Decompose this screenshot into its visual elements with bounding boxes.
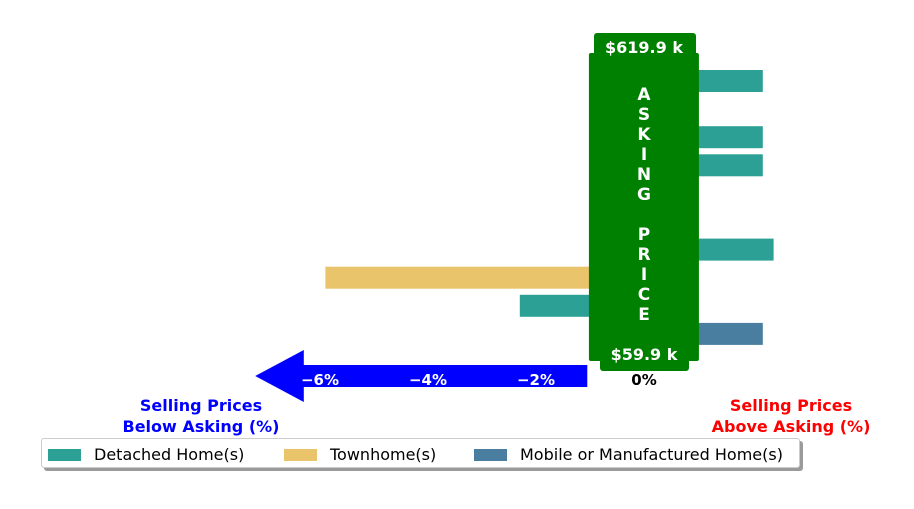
top-price-box xyxy=(594,33,696,61)
asking-price-letter: R xyxy=(637,245,650,265)
legend-label-mobile: Mobile or Manufactured Home(s) xyxy=(520,445,783,464)
asking-price-letter: A xyxy=(637,85,651,105)
asking-price-letter: I xyxy=(641,145,647,165)
legend-item-townhome: Townhome(s) xyxy=(284,445,436,464)
x-tick-label: −4% xyxy=(409,371,447,389)
bar-townhome-s--7 xyxy=(325,266,644,289)
below-asking-label: Selling Prices xyxy=(140,396,262,415)
legend-label-detached: Detached Home(s) xyxy=(94,445,245,464)
legend: Detached Home(s) Townhome(s) Mobile or M… xyxy=(41,438,800,468)
side-labels: Selling Prices Below Asking (%) Selling Pr… xyxy=(123,396,871,436)
below-asking-arrow xyxy=(255,350,588,402)
below-asking-arrow-shape xyxy=(255,350,588,402)
above-asking-label: Selling Prices xyxy=(730,396,852,415)
asking-price-letter: E xyxy=(638,305,650,325)
asking-price-panel-body xyxy=(588,53,699,361)
x-tick-label: −6% xyxy=(301,371,339,389)
asking-price-letter: P xyxy=(638,225,650,245)
asking-price-letter: N xyxy=(637,165,651,185)
bottom-price-label: $59.9 k xyxy=(611,345,678,364)
x-tick-label: −2% xyxy=(517,371,555,389)
bars-layer xyxy=(325,70,774,345)
top-price-label: $619.9 k xyxy=(605,38,683,57)
above-asking-label: Above Asking (%) xyxy=(712,417,871,436)
below-asking-label: Below Asking (%) xyxy=(123,417,280,436)
legend-label-townhome: Townhome(s) xyxy=(330,445,437,464)
asking-price-letter: G xyxy=(637,185,651,205)
asking-price-letter: S xyxy=(638,105,650,125)
legend-swatch-mobile xyxy=(474,448,507,461)
asking-price-letter: C xyxy=(638,285,650,305)
legend-swatch-detached xyxy=(48,448,81,461)
x-tick-label: 0% xyxy=(631,371,656,389)
x-axis-ticks: −6% −4% −2% 0% xyxy=(301,371,657,389)
legend-item-mobile: Mobile or Manufactured Home(s) xyxy=(474,445,783,464)
bottom-price-box xyxy=(600,341,689,371)
asking-price-letter: I xyxy=(641,265,647,285)
asking-price-letter: K xyxy=(637,125,651,145)
legend-item-detached: Detached Home(s) xyxy=(48,445,244,464)
legend-swatch-townhome xyxy=(284,448,317,461)
